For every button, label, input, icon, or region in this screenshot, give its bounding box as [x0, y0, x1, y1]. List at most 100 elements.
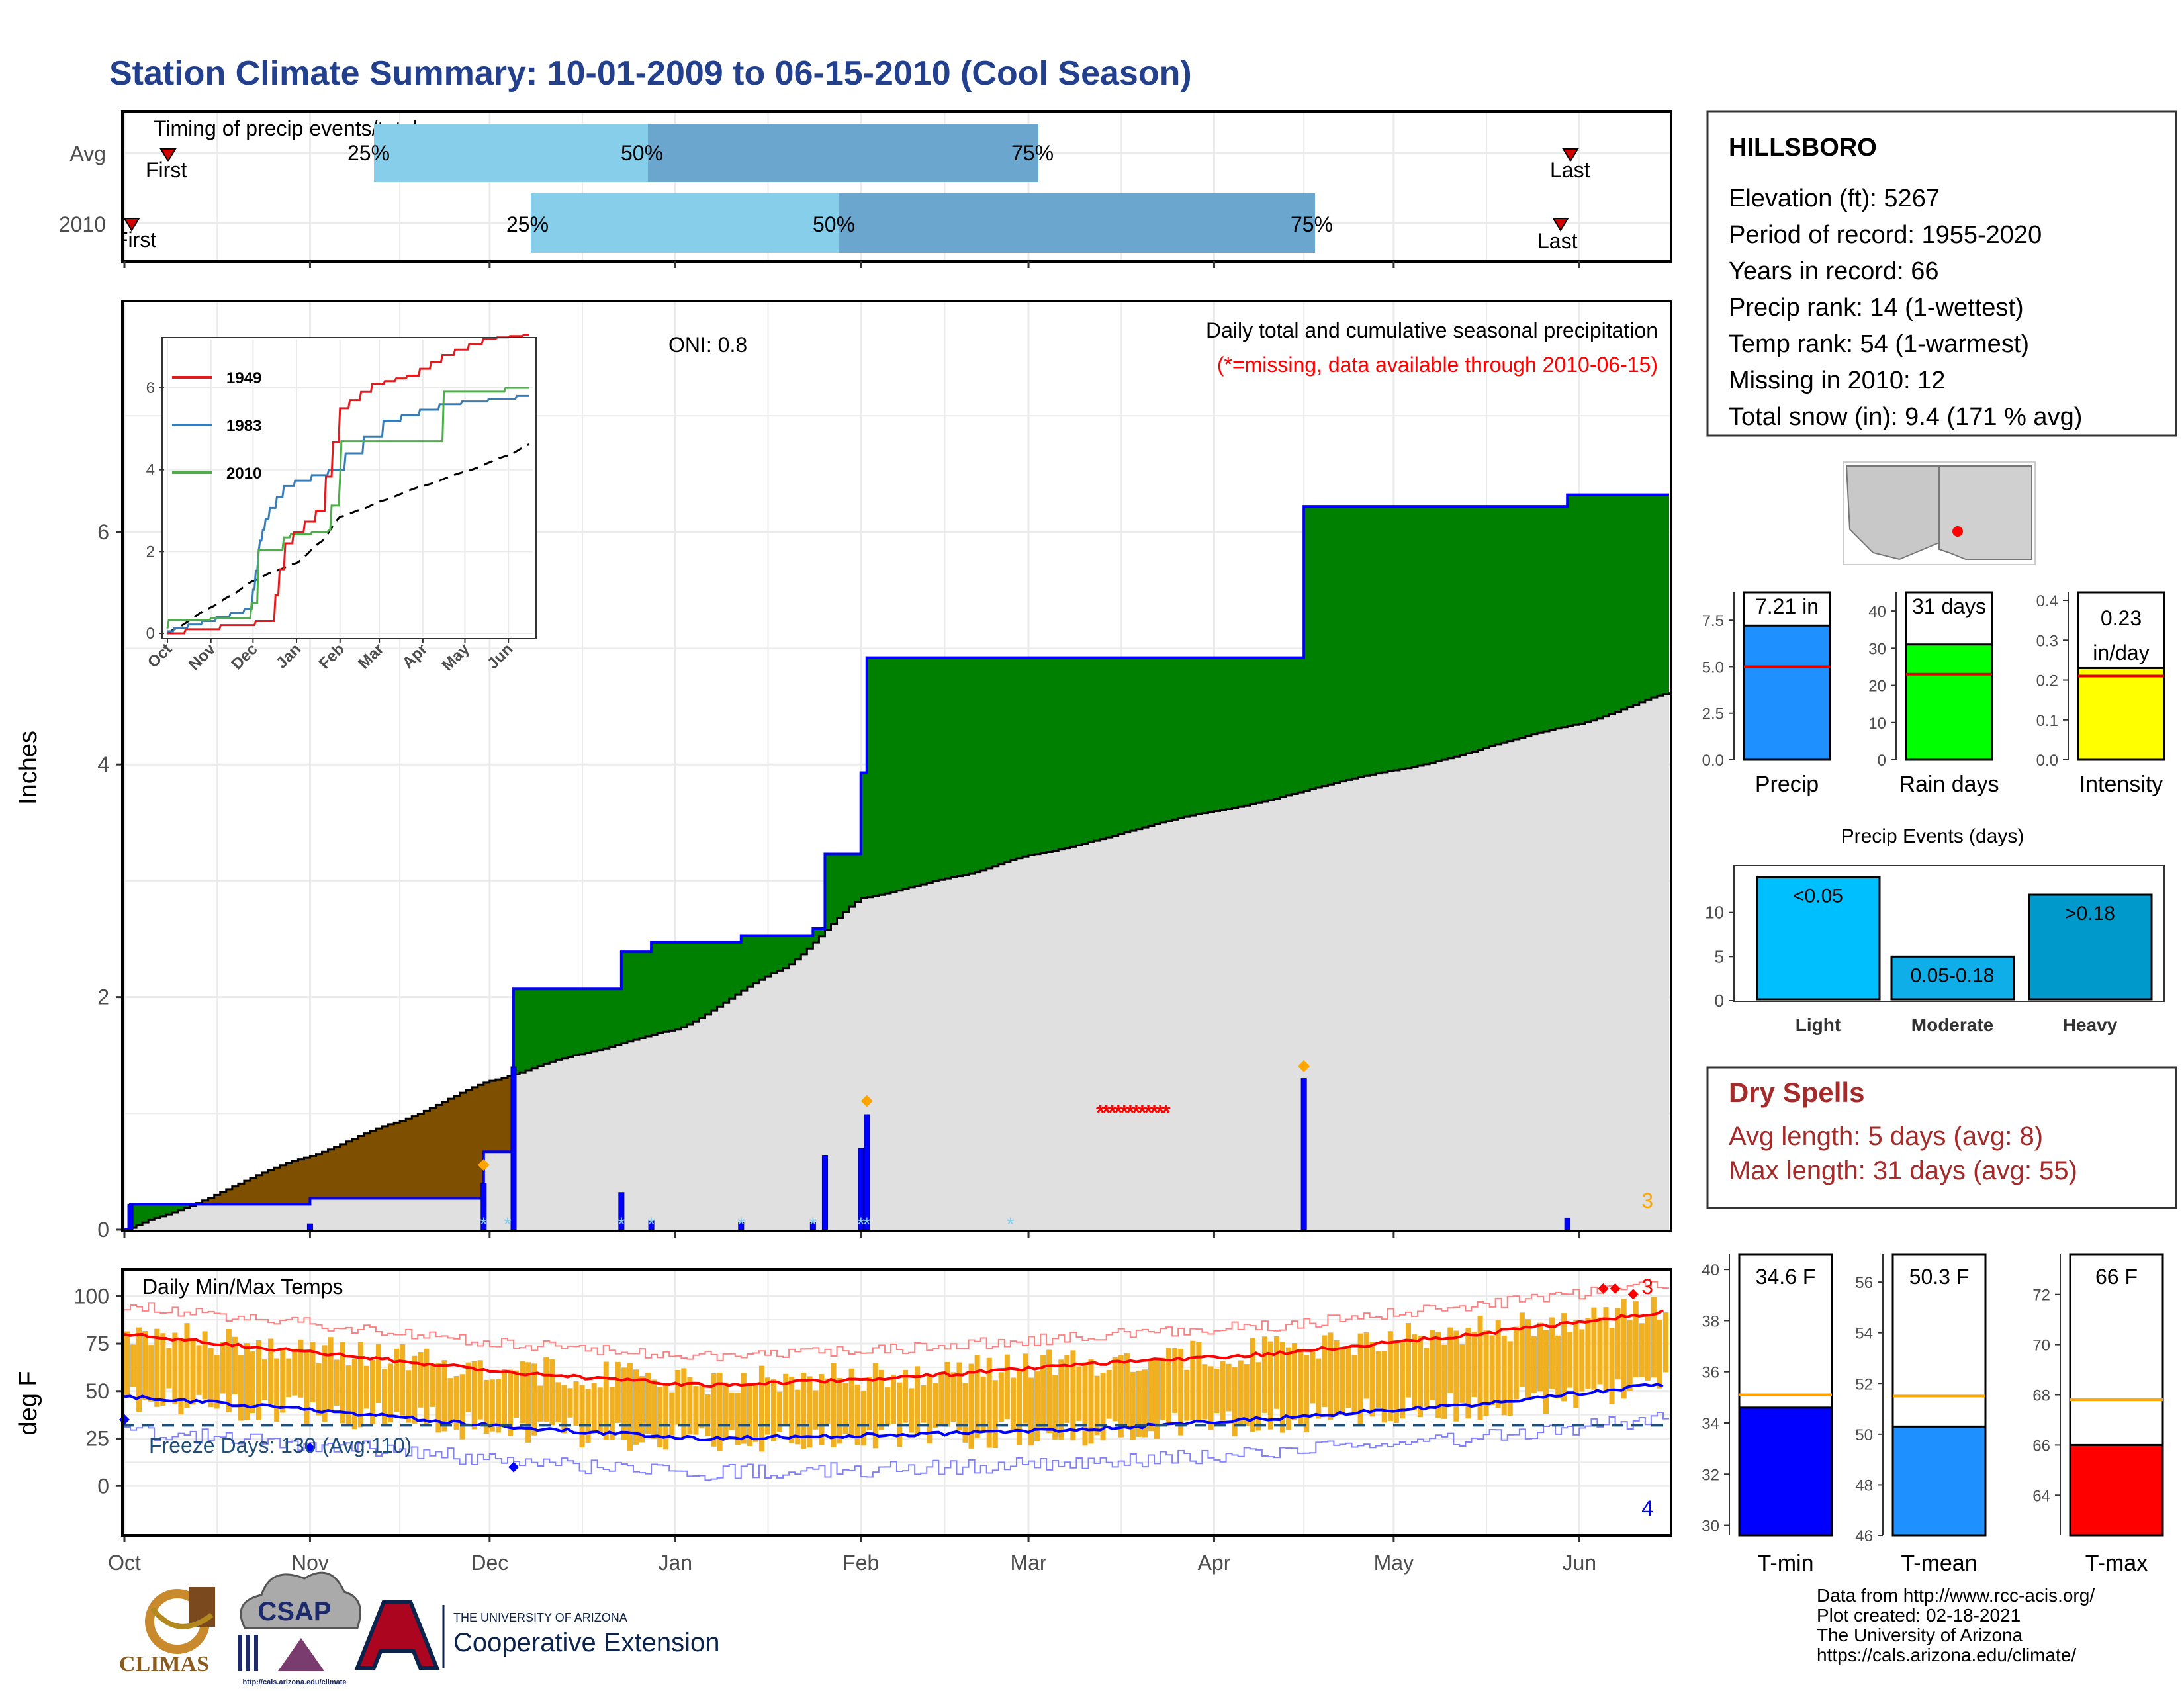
missing-data-marker: *: [1126, 1100, 1135, 1125]
month-tick-label: Nov: [291, 1551, 329, 1575]
inset-1949-line: [167, 334, 529, 635]
inset-1983-line: [167, 394, 529, 633]
snow-marker: *: [617, 1214, 625, 1236]
summary-bar-value: 31 days: [1912, 594, 1986, 618]
temp-summary-ytick: 50: [1855, 1426, 1873, 1444]
precip-event-label: Moderate: [1911, 1015, 1993, 1035]
summary-ytick: 0.4: [2036, 592, 2058, 610]
summary-bar-unit: in/day: [2093, 641, 2149, 664]
temp-summary-label: T-min: [1758, 1551, 1814, 1576]
daily-precip-bar: [821, 1155, 828, 1230]
precip-event-label: Light: [1796, 1015, 1841, 1035]
summary-bar-value: 0.23: [2101, 606, 2142, 630]
precip-ytick: 6: [97, 520, 109, 544]
map-state-nm: [1938, 465, 2032, 560]
station-info-line: Missing in 2010: 12: [1729, 367, 1945, 394]
temp-summary-ytick: 68: [2032, 1387, 2050, 1405]
temp-ytick: 75: [85, 1332, 109, 1355]
station-info-line: Total snow (in): 9.4 (171 % avg): [1729, 403, 2082, 431]
record-high-line: [124, 1281, 1669, 1361]
inset-legend-label: 1983: [226, 417, 261, 435]
month-tick-label: Dec: [471, 1551, 508, 1575]
snow-marker: *: [809, 1214, 817, 1236]
large-event-marker: [860, 1095, 873, 1107]
temp-summary-ytick: 46: [1855, 1528, 1873, 1545]
record-low-marker: [508, 1461, 520, 1473]
timing-2010-q25: 25%: [506, 212, 549, 236]
csap-logo-url: http://cals.arizona.edu/climate: [242, 1678, 346, 1686]
temp-summary-ytick: 70: [2032, 1337, 2050, 1355]
avg-tmin-line: [124, 1383, 1664, 1442]
footer: CLIMAS CSAP http://cals.arizona.edu/clim…: [119, 1571, 2095, 1686]
missing-data-marker: *: [1120, 1100, 1129, 1125]
precip-summary-bars: 0.0 2.5 5.0 7.5 7.21 in Precip 0 10 20 30 40 31 day…: [1702, 591, 2165, 797]
timing-2010-first-marker: [123, 218, 140, 232]
dry-spells-max: Max length: 31 days (avg: 55): [1729, 1156, 2077, 1185]
csap-logo-text: CSAP: [257, 1597, 331, 1626]
station-name: HILLSBORO: [1729, 134, 1877, 161]
inset-ytick: 4: [146, 461, 155, 479]
month-tick-label: Jan: [658, 1551, 692, 1575]
daily-precip-bar: [510, 1066, 517, 1230]
inset-legend-label: 1949: [226, 369, 261, 387]
precip-panel-note: (*=missing, data available through 2010-…: [1217, 353, 1658, 377]
ua-logo: THE UNIVERSITY OF ARIZONA Cooperative Ex…: [354, 1600, 719, 1670]
summary-bar-fill: [2077, 666, 2165, 761]
timing-avg-first-marker: [159, 148, 177, 162]
inset-avg-line: [167, 443, 530, 635]
timing-avg-q50: 50%: [621, 141, 663, 165]
missing-data-marker: *: [1144, 1100, 1153, 1125]
temp-summary-value: 66 F: [2095, 1265, 2138, 1289]
month-tick-label: Oct: [108, 1551, 141, 1575]
timing-2010-last-marker: [1552, 218, 1569, 232]
events-ytick: 5: [1715, 946, 1724, 966]
missing-data-marker: *: [1138, 1100, 1147, 1125]
record-high-marker: [1627, 1289, 1639, 1300]
timing-avg-q25-q50: [374, 124, 648, 182]
temp-summary-ytick: 52: [1855, 1375, 1873, 1393]
daily-precip-bar: [306, 1223, 313, 1230]
temp-summary-fill: [2069, 1443, 2164, 1537]
snow-marker: *: [647, 1214, 655, 1236]
temp-summary-value: 50.3 F: [1909, 1265, 1970, 1289]
events-ytick: 10: [1705, 903, 1724, 923]
summary-bar-label: Intensity: [2079, 772, 2163, 797]
snow-marker: *: [1007, 1214, 1015, 1236]
large-event-marker: [477, 1159, 490, 1171]
temp-ytick: 50: [85, 1379, 109, 1403]
footer-credits: Data from http://www.rcc-acis.org/Plot c…: [1817, 1585, 2095, 1665]
precip-events-chart: Precip Events (days) 0 5 10 <0.05 Light 0.05-…: [1705, 825, 2165, 1035]
timing-avg-q25: 25%: [347, 141, 390, 165]
temp-summary-ytick: 56: [1855, 1274, 1873, 1292]
timing-row-2010: 2010: [59, 212, 106, 236]
precip-events-title: Precip Events (days): [1841, 825, 2025, 847]
month-tick-label: Feb: [842, 1551, 879, 1575]
summary-ytick: 20: [1868, 678, 1886, 696]
temp-summary-ytick: 54: [1855, 1325, 1873, 1343]
temp-summary-label: T-max: [2085, 1551, 2148, 1576]
precip-event-bin: <0.05: [1793, 885, 1843, 907]
daily-precip-bars: [127, 1060, 1570, 1230]
footer-credit-line: https://cals.arizona.edu/climate/: [1817, 1645, 2076, 1665]
missing-data-marker: *: [1156, 1100, 1165, 1125]
record-low-line: [124, 1411, 1669, 1481]
dry-spells-title: Dry Spells: [1729, 1077, 1864, 1108]
ua-a-mark: [354, 1600, 440, 1670]
temp-ytick: 0: [97, 1474, 109, 1498]
precip-event-bin: >0.18: [2065, 903, 2115, 925]
inset-ytick: 6: [146, 379, 155, 397]
missing-data-marker: *: [1132, 1100, 1141, 1125]
month-tick-label: Jun: [1563, 1551, 1597, 1575]
timing-2010-q75: 75%: [1291, 212, 1333, 236]
temp-summary-fill: [1738, 1406, 1833, 1537]
daily-precip-bar: [1300, 1078, 1307, 1230]
missing-markers: ************: [1096, 1100, 1171, 1125]
temp-summary-value: 34.6 F: [1756, 1265, 1816, 1289]
inset-legend-label: 2010: [226, 465, 261, 482]
summary-ytick: 2.5: [1702, 706, 1724, 723]
summary-bar-fill: [1905, 643, 1993, 761]
